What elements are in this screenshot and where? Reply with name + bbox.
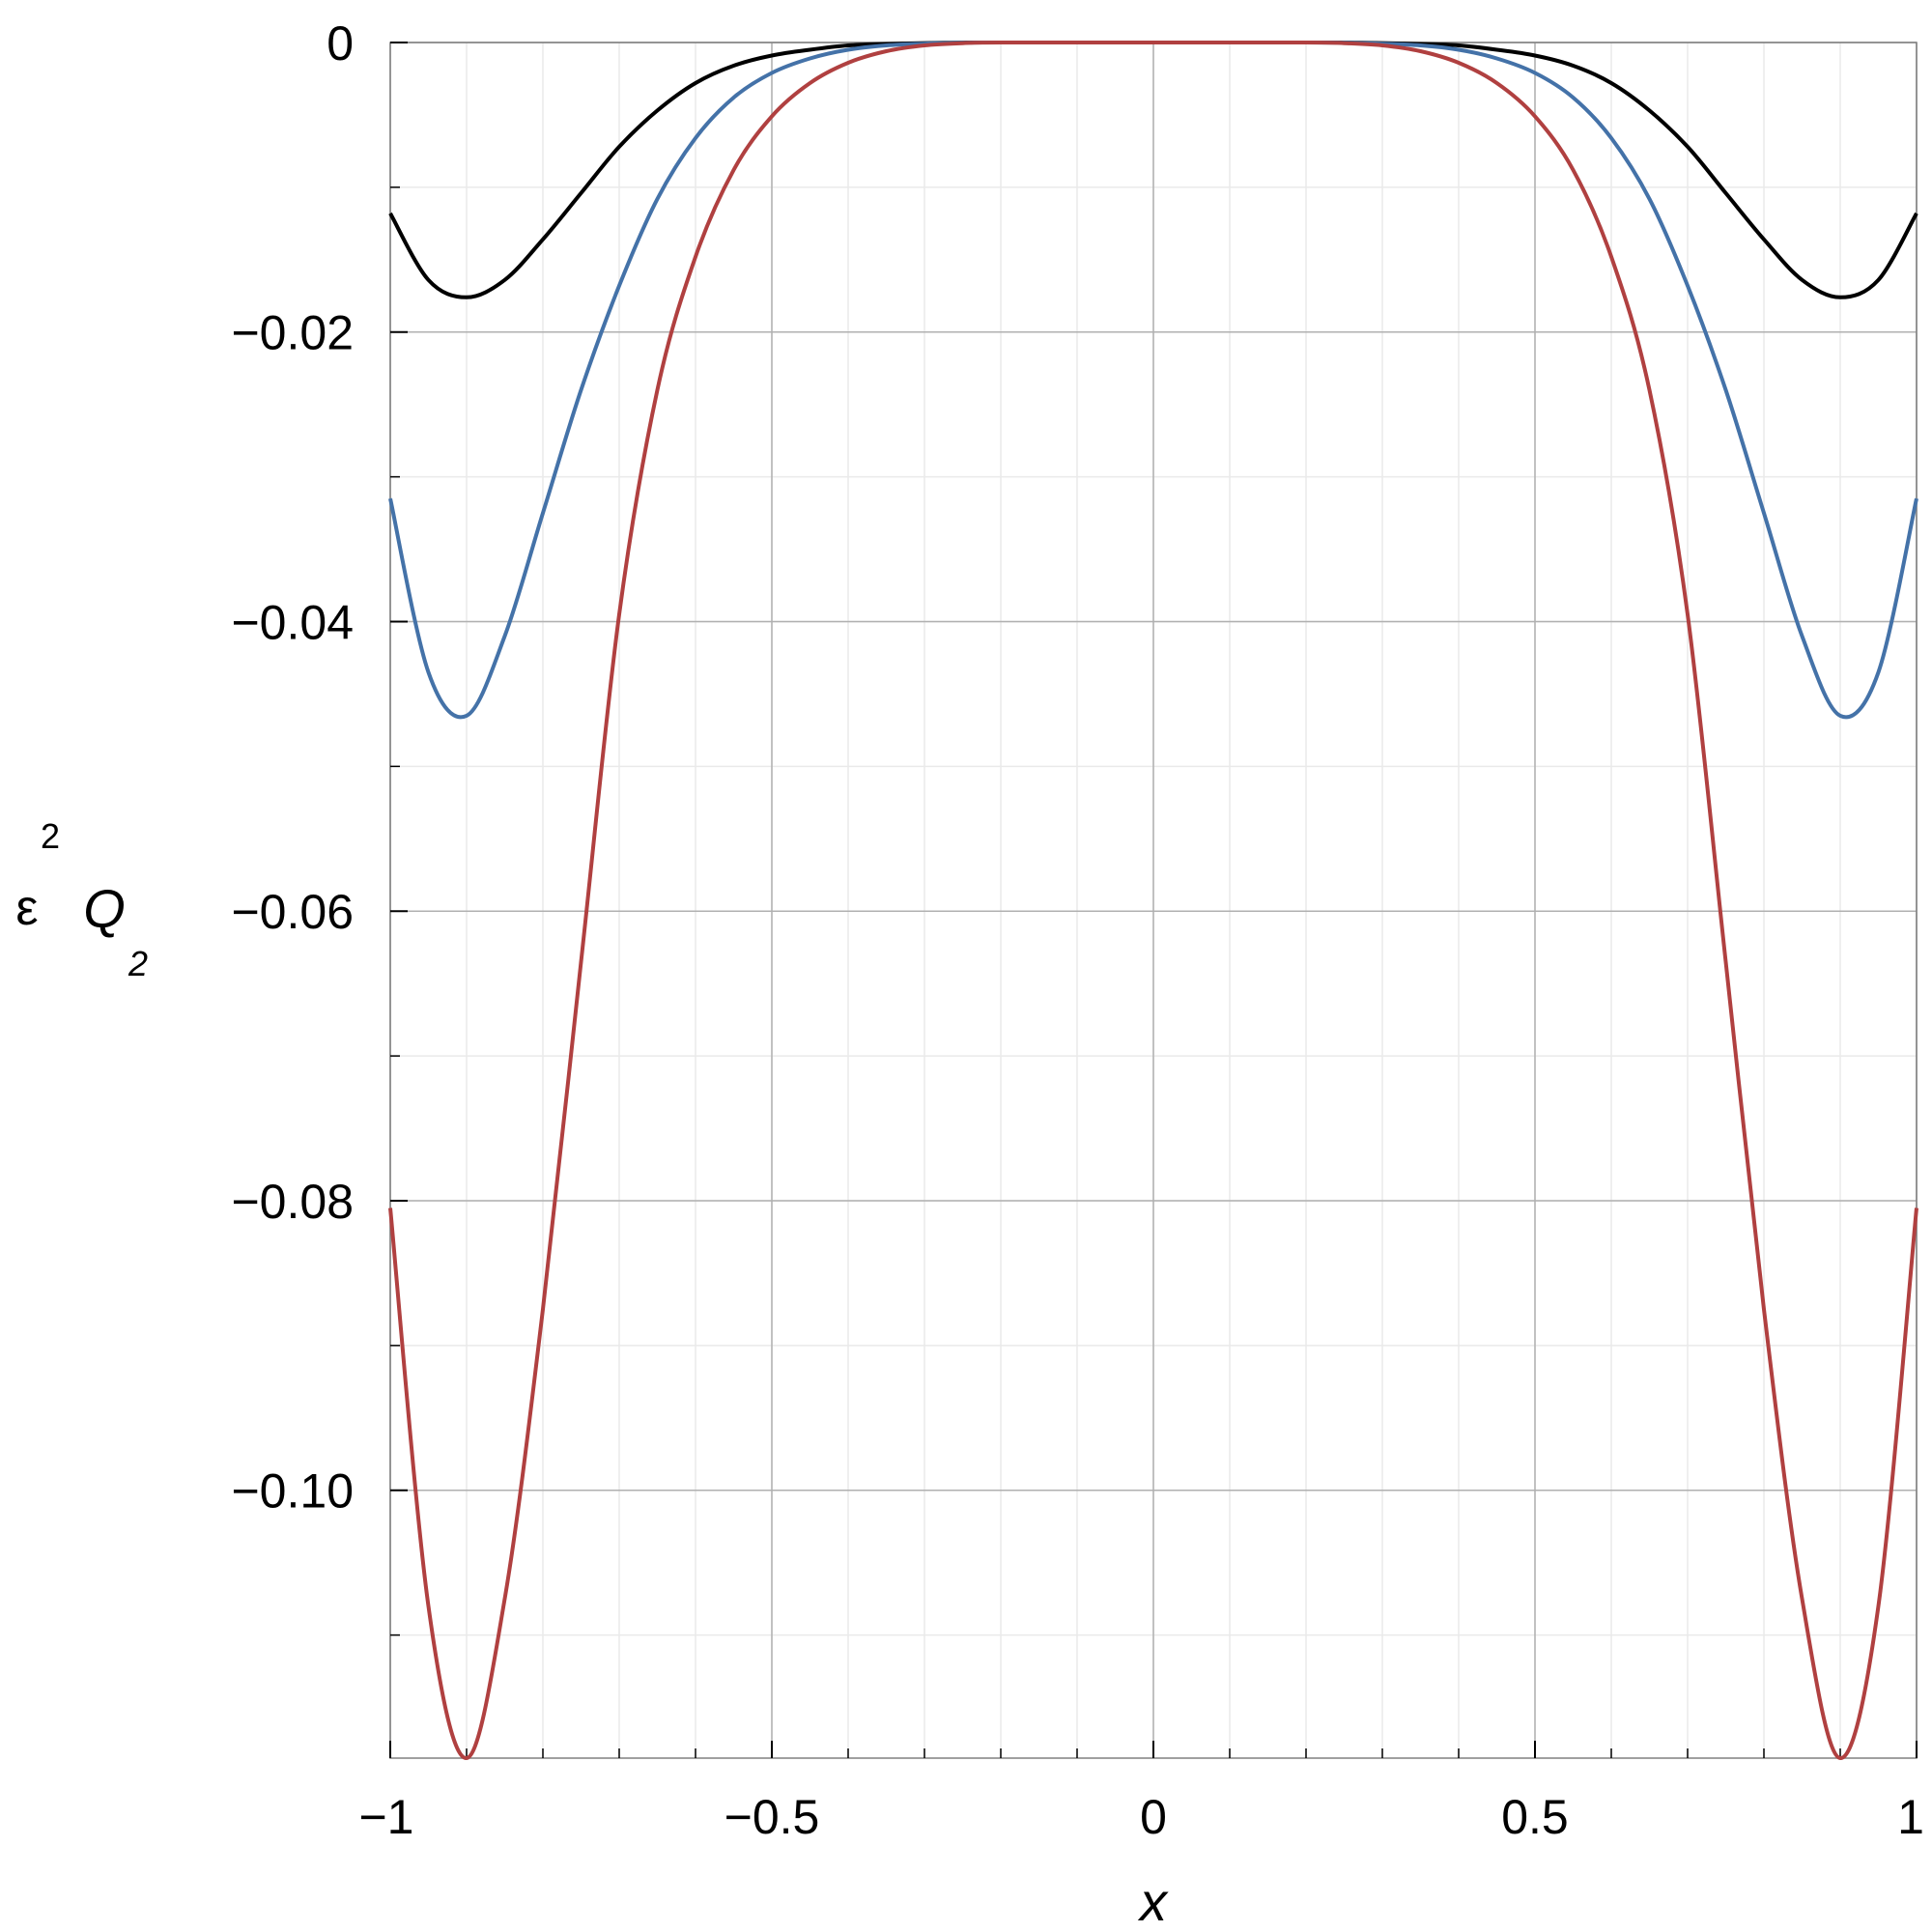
y-tick-label: −0.08 <box>231 1175 354 1229</box>
y-axis-label-epsilon-superscript: 2 <box>41 816 60 856</box>
y-tick-labels: 0 −0.02 −0.04 −0.06 −0.08 −0.10 <box>231 16 354 1519</box>
y-axis-label: ε 2 Q 2 <box>15 816 148 983</box>
series-line-3 <box>388 40 1918 1760</box>
x-tick-label: 0 <box>1140 1790 1167 1844</box>
x-axis-label: x <box>1137 1871 1169 1932</box>
y-axis-label-epsilon: ε <box>15 880 38 936</box>
y-tick-label: −0.04 <box>231 595 354 649</box>
x-tick-labels: −1 −0.5 0 0.5 1 <box>358 1790 1923 1844</box>
y-tick-label: −0.10 <box>231 1464 354 1519</box>
y-axis-label-q-subscript: 2 <box>128 944 148 983</box>
axis-ticks <box>389 42 1918 1758</box>
series-layer <box>388 40 1918 1760</box>
y-tick-label: 0 <box>327 16 354 71</box>
x-tick-label: −0.5 <box>724 1790 820 1844</box>
x-tick-label: −1 <box>358 1790 413 1844</box>
y-axis-label-q: Q <box>83 878 126 939</box>
y-tick-label: −0.06 <box>231 885 354 939</box>
x-tick-label: 0.5 <box>1501 1790 1569 1844</box>
y-tick-label: −0.02 <box>231 306 354 360</box>
x-tick-label: 1 <box>1897 1790 1924 1844</box>
